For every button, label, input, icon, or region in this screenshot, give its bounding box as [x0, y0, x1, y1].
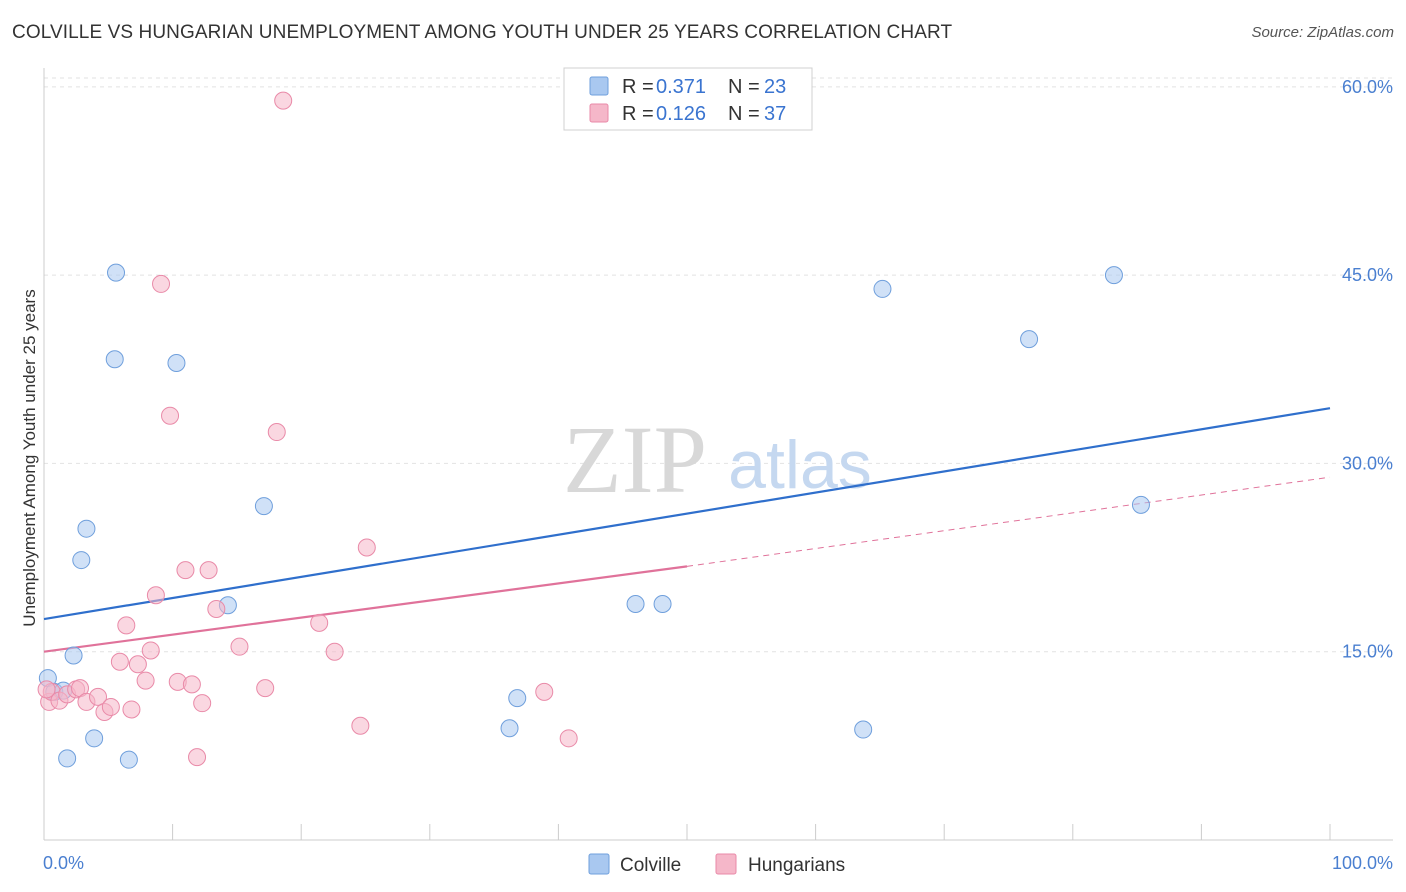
point-hungarians-30 — [310, 613, 329, 632]
point-hungarians-20 — [176, 561, 195, 580]
y-tick-label-0: 15.0% — [1342, 642, 1393, 662]
trend-line-colville — [43, 407, 1331, 621]
point-colville-3 — [58, 749, 77, 768]
point-hungarians-14 — [136, 671, 155, 690]
point-colville-5 — [72, 551, 91, 570]
point-colville-22 — [1131, 495, 1150, 514]
point-hungarians-26 — [230, 637, 249, 656]
legend-n-label-colville: N = — [728, 76, 760, 98]
point-hungarians-7 — [89, 687, 108, 706]
point-hungarians-29 — [274, 91, 293, 110]
point-hungarians-16 — [146, 586, 165, 605]
trend-line-ext-hungarians — [686, 476, 1331, 567]
point-hungarians-24 — [199, 561, 218, 580]
legend-r-value-colville: 0.371 — [656, 76, 706, 98]
legend: R = 0.371 N = 23 R = 0.126 N = 37 — [563, 67, 813, 131]
point-hungarians-32 — [351, 716, 370, 735]
point-colville-14 — [500, 719, 519, 738]
point-hungarians-27 — [256, 679, 275, 698]
legend-r-label-colville: R = — [622, 76, 654, 98]
point-colville-13 — [254, 497, 273, 516]
point-colville-15 — [508, 689, 527, 708]
gridlines — [44, 77, 1393, 653]
point-hungarians-17 — [152, 274, 171, 293]
x-tick-label-min: 0.0% — [43, 853, 84, 873]
point-hungarians-10 — [110, 652, 129, 671]
point-hungarians-18 — [161, 406, 180, 425]
point-colville-6 — [77, 519, 96, 538]
point-colville-17 — [653, 595, 672, 614]
point-colville-19 — [873, 279, 892, 298]
point-colville-4 — [64, 646, 83, 665]
y-tick-label-1: 30.0% — [1342, 453, 1393, 473]
point-hungarians-33 — [357, 538, 376, 557]
legend-n-label-hungarians: N = — [728, 103, 760, 125]
legend-swatch-colville — [589, 76, 609, 96]
point-hungarians-11 — [117, 616, 136, 635]
legend-r-label-hungarians: R = — [622, 103, 654, 125]
watermark-atlas: atlas — [728, 427, 872, 503]
point-hungarians-21 — [182, 675, 201, 694]
point-colville-21 — [1104, 266, 1123, 285]
point-colville-20 — [1020, 330, 1039, 349]
point-hungarians-22 — [188, 748, 207, 767]
x-tick-label-max: 100.0% — [1332, 853, 1393, 873]
chart-title: COLVILLE VS HUNGARIAN UNEMPLOYMENT AMONG… — [12, 22, 953, 43]
point-hungarians-34 — [535, 682, 554, 701]
legend-swatch-hungarians — [589, 103, 609, 123]
axes — [43, 68, 1393, 841]
series-legend-label-colville: Colville — [620, 855, 681, 876]
point-colville-8 — [107, 263, 126, 282]
point-colville-10 — [119, 750, 138, 769]
y-tick-label-2: 45.0% — [1342, 265, 1393, 285]
point-colville-18 — [854, 720, 873, 739]
point-hungarians-9 — [101, 697, 120, 716]
point-colville-7 — [85, 729, 104, 748]
legend-n-value-hungarians: 37 — [764, 103, 786, 125]
y-tick-label-3: 60.0% — [1342, 77, 1393, 97]
point-hungarians-28 — [267, 423, 286, 442]
data-points — [37, 91, 1150, 769]
series-legend-swatch-hungarians — [715, 853, 737, 875]
source-label: Source: ZipAtlas.com — [1251, 24, 1394, 41]
point-hungarians-31 — [325, 642, 344, 661]
legend-n-value-colville: 23 — [764, 76, 786, 98]
point-hungarians-35 — [559, 729, 578, 748]
legend-r-value-hungarians: 0.126 — [656, 103, 706, 125]
y-tick-labels: 15.0% 30.0% 45.0% 60.0% — [1342, 77, 1393, 662]
point-hungarians-12 — [122, 700, 141, 719]
point-hungarians-13 — [128, 655, 147, 674]
series-legend: Colville Hungarians — [588, 853, 845, 876]
series-legend-label-hungarians: Hungarians — [748, 855, 845, 876]
point-hungarians-15 — [141, 641, 160, 660]
trend-lines — [43, 407, 1331, 653]
series-legend-swatch-colville — [588, 853, 610, 875]
point-colville-16 — [626, 595, 645, 614]
point-colville-9 — [105, 350, 124, 369]
point-hungarians-25 — [207, 600, 226, 619]
point-colville-11 — [167, 353, 186, 372]
point-hungarians-36 — [37, 680, 56, 699]
watermark-zip: ZIP — [563, 406, 707, 513]
point-hungarians-23 — [193, 694, 212, 713]
trend-line-hungarians — [43, 565, 688, 653]
